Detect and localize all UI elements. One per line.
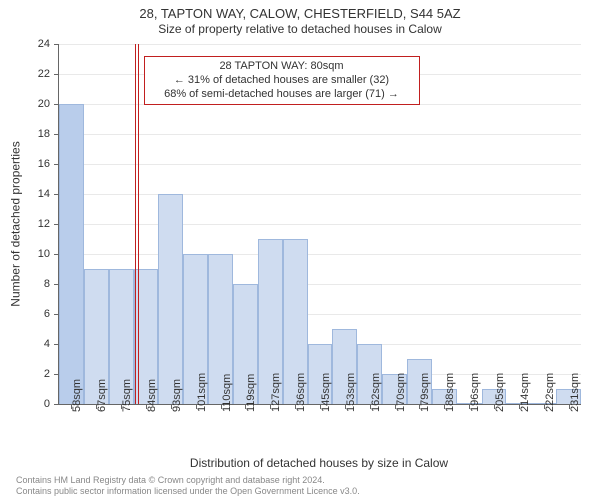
y-tick-label: 12 [20,218,50,230]
y-tick-label: 10 [20,248,50,260]
y-tick-labels: 024681012141618202224 [0,44,54,404]
chart-container: 28, TAPTON WAY, CALOW, CHESTERFIELD, S44… [0,0,600,500]
property-size-marker [135,44,136,404]
y-tick-label: 22 [20,68,50,80]
y-tick-label: 0 [20,398,50,410]
y-tick-mark [54,74,59,75]
plot-area: 58sqm67sqm75sqm84sqm93sqm101sqm110sqm119… [58,44,581,405]
property-size-marker [138,44,139,404]
y-tick-label: 16 [20,158,50,170]
annotation-line: 68% of semi-detached houses are larger (… [151,88,413,102]
annotation-box: 28 TAPTON WAY: 80sqm← 31% of detached ho… [144,56,420,105]
footer-line-1: Contains HM Land Registry data © Crown c… [16,475,360,486]
chart-title-sub: Size of property relative to detached ho… [0,22,600,36]
annotation-line: 28 TAPTON WAY: 80sqm [151,60,413,74]
histogram-bar [59,104,84,404]
y-tick-label: 20 [20,98,50,110]
y-tick-label: 8 [20,278,50,290]
y-tick-label: 18 [20,128,50,140]
annotation-line: ← 31% of detached houses are smaller (32… [151,74,413,88]
y-tick-label: 4 [20,338,50,350]
y-tick-mark [54,404,59,405]
y-tick-label: 6 [20,308,50,320]
histogram-bar [158,194,183,404]
y-tick-label: 24 [20,38,50,50]
y-tick-mark [54,44,59,45]
y-tick-label: 2 [20,368,50,380]
footer-attribution: Contains HM Land Registry data © Crown c… [16,475,360,497]
footer-line-2: Contains public sector information licen… [16,486,360,497]
y-tick-label: 14 [20,188,50,200]
x-axis-title: Distribution of detached houses by size … [58,456,580,470]
chart-title-main: 28, TAPTON WAY, CALOW, CHESTERFIELD, S44… [0,6,600,21]
